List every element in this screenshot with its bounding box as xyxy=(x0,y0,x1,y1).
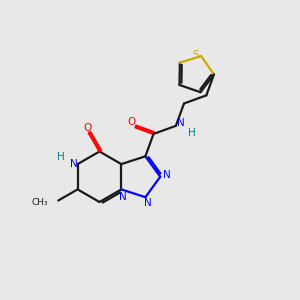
Text: N: N xyxy=(145,197,152,208)
Text: N: N xyxy=(163,170,171,180)
Text: S: S xyxy=(193,50,199,60)
Text: N: N xyxy=(177,118,185,128)
Text: H: H xyxy=(188,128,196,138)
Text: H: H xyxy=(57,152,65,162)
Text: N: N xyxy=(70,159,78,169)
Text: N: N xyxy=(119,192,127,202)
Text: O: O xyxy=(83,124,92,134)
Text: O: O xyxy=(128,117,136,127)
Text: CH₃: CH₃ xyxy=(31,197,48,206)
